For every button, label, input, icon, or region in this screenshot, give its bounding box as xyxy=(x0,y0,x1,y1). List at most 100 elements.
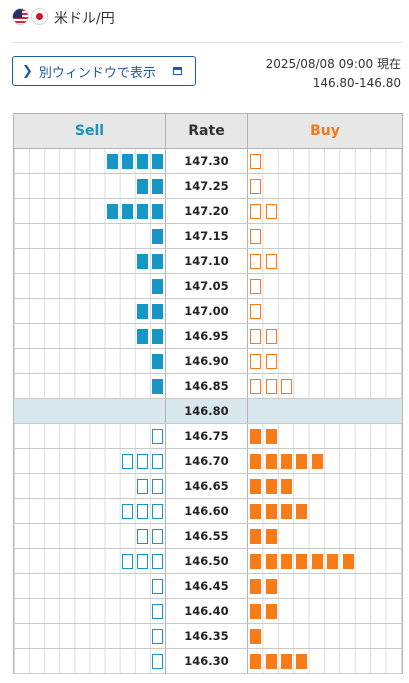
sell-bar xyxy=(136,154,148,169)
rate-cell: 146.30 xyxy=(165,648,248,674)
sell-bar xyxy=(151,479,163,494)
rate-cell: 146.90 xyxy=(165,348,248,374)
buy-bar xyxy=(281,479,292,494)
sell-bar xyxy=(151,654,163,669)
buy-bar xyxy=(311,554,323,569)
sell-bar xyxy=(151,379,163,394)
sell-cell xyxy=(13,448,166,474)
buy-cell xyxy=(247,373,403,399)
buy-bar xyxy=(250,304,262,319)
buy-bar-grid xyxy=(248,424,402,448)
sell-bar xyxy=(151,579,163,594)
order-book-row: 147.05 xyxy=(13,273,403,299)
buy-bar xyxy=(250,654,262,669)
buy-bar xyxy=(250,429,262,444)
buy-bar-grid xyxy=(248,474,402,498)
order-book-table: Sell Rate Buy 147.30 147.25 147.20 147.15 14… xyxy=(13,113,403,674)
window-icon xyxy=(173,67,182,75)
sell-cell xyxy=(13,198,166,224)
sell-bar-grid xyxy=(14,549,165,573)
sell-bar xyxy=(151,154,163,169)
buy-bar xyxy=(250,329,262,344)
buy-bar xyxy=(265,429,277,444)
buy-bar xyxy=(296,504,308,519)
sell-bar-grid xyxy=(14,499,165,523)
buy-bar xyxy=(265,604,277,619)
order-book-row: 147.25 xyxy=(13,173,403,199)
buy-bar xyxy=(265,654,277,669)
rate-cell: 146.65 xyxy=(165,473,248,499)
buy-bar xyxy=(250,229,262,244)
buy-bar xyxy=(250,179,262,194)
sell-bar xyxy=(121,154,133,169)
buy-bar xyxy=(250,454,262,469)
buy-bar xyxy=(265,354,277,369)
sell-bar xyxy=(121,204,133,219)
buy-cell xyxy=(247,523,403,549)
sell-bar xyxy=(121,504,133,519)
buy-cell xyxy=(247,298,403,324)
buy-bar xyxy=(281,454,292,469)
rate-cell: 146.45 xyxy=(165,573,248,599)
buy-bar-grid xyxy=(248,174,402,198)
rate-cell: 147.30 xyxy=(165,148,248,174)
jp-flag-icon xyxy=(31,8,48,25)
sell-cell xyxy=(13,323,166,349)
rate-cell: 147.10 xyxy=(165,248,248,274)
buy-bar-grid xyxy=(248,349,402,373)
sell-bar-grid xyxy=(14,374,165,398)
sell-cell xyxy=(13,423,166,449)
buy-bar xyxy=(265,529,277,544)
buy-bar xyxy=(250,379,262,394)
open-new-window-button[interactable]: ❯ 別ウィンドウで表示 xyxy=(12,56,196,86)
sell-cell xyxy=(13,148,166,174)
sell-cell xyxy=(13,573,166,599)
order-book-row: 147.30 xyxy=(13,148,403,174)
order-book-header-row: Sell Rate Buy xyxy=(13,113,403,149)
rate-cell: 146.50 xyxy=(165,548,248,574)
buy-cell xyxy=(247,398,403,424)
sell-bar xyxy=(151,279,163,294)
sell-bar-grid xyxy=(14,424,165,448)
sell-cell xyxy=(13,623,166,649)
sell-bar xyxy=(121,454,133,469)
sell-header: Sell xyxy=(13,113,166,149)
current-price: 146.80-146.80 xyxy=(312,76,401,90)
buy-cell xyxy=(247,573,403,599)
rate-cell: 147.20 xyxy=(165,198,248,224)
order-book-row: 146.65 xyxy=(13,473,403,499)
sell-bar xyxy=(151,329,163,344)
buy-bar-grid xyxy=(248,449,402,473)
order-book-row: 147.10 xyxy=(13,248,403,274)
sell-bar-grid xyxy=(14,274,165,298)
rate-cell: 146.40 xyxy=(165,598,248,624)
buy-cell xyxy=(247,223,403,249)
chevron-right-icon: ❯ xyxy=(22,63,33,79)
sell-bar xyxy=(136,204,148,219)
buy-cell xyxy=(247,198,403,224)
sell-bar xyxy=(106,204,118,219)
buy-bar-grid xyxy=(248,299,402,323)
buy-bar xyxy=(296,654,308,669)
rate-cell: 146.60 xyxy=(165,498,248,524)
sell-bar xyxy=(151,254,163,269)
buy-bar-grid xyxy=(248,624,402,648)
sell-bar-grid xyxy=(14,649,165,673)
buy-cell xyxy=(247,323,403,349)
sell-cell xyxy=(13,473,166,499)
sell-bar xyxy=(136,454,148,469)
buy-bar xyxy=(265,204,277,219)
sell-bar-grid xyxy=(14,324,165,348)
sell-bar xyxy=(121,554,133,569)
buy-bar xyxy=(311,454,323,469)
sell-bar xyxy=(136,554,148,569)
buy-bar xyxy=(327,554,339,569)
rate-header: Rate xyxy=(165,113,248,149)
buy-bar xyxy=(281,554,292,569)
rate-cell: 146.95 xyxy=(165,323,248,349)
buy-bar xyxy=(265,554,277,569)
sell-bar-grid xyxy=(14,199,165,223)
order-book-row: 146.70 xyxy=(13,448,403,474)
rate-cell: 146.80 xyxy=(165,398,248,424)
sell-bar xyxy=(151,179,163,194)
